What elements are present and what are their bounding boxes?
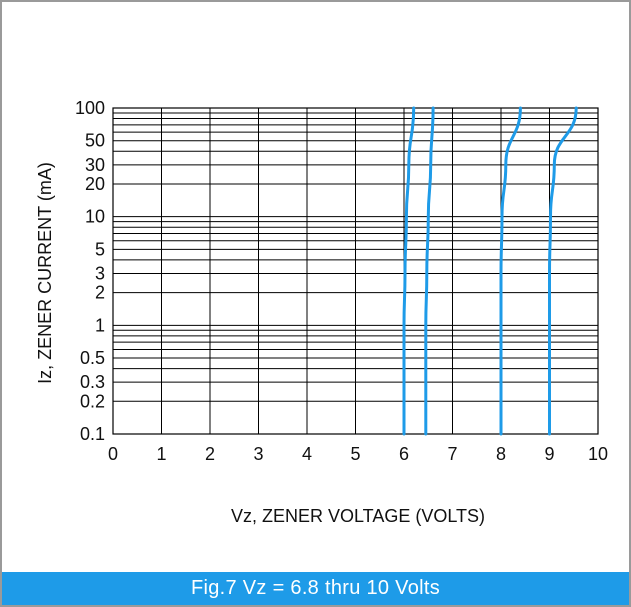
x-tick-label: 4 <box>302 444 312 464</box>
y-tick-label: 0.5 <box>80 348 105 368</box>
x-tick-label: 8 <box>496 444 506 464</box>
x-tick-label: 0 <box>108 444 118 464</box>
x-tick-label: 6 <box>399 444 409 464</box>
x-tick-label: 5 <box>350 444 360 464</box>
y-axis-title: Iz, ZENER CURRENT (mA) <box>35 162 55 384</box>
series-line <box>424 106 435 436</box>
y-tick-label: 100 <box>75 98 105 118</box>
x-tick-label: 3 <box>253 444 263 464</box>
caption-bar: Fig.7 Vz = 6.8 thru 10 Volts <box>2 572 629 605</box>
y-tick-label: 3 <box>95 263 105 283</box>
series-line <box>402 106 416 436</box>
x-tick-label: 7 <box>447 444 457 464</box>
x-tick-label: 10 <box>588 444 608 464</box>
x-tick-label: 1 <box>156 444 166 464</box>
figure-caption: Fig.7 Vz = 6.8 thru 10 Volts <box>190 577 441 599</box>
series-line <box>499 106 522 436</box>
grid <box>112 107 599 435</box>
y-tick-label: 2 <box>95 283 105 303</box>
plot-border <box>112 107 599 435</box>
y-tick-label: 50 <box>85 131 105 151</box>
x-axis-ticks: 0 1 2 3 4 5 6 7 8 9 10 <box>108 444 608 464</box>
y-tick-label: 0.1 <box>80 424 105 444</box>
y-tick-label: 0.2 <box>80 391 105 411</box>
x-tick-label: 9 <box>544 444 554 464</box>
series-line <box>548 106 578 436</box>
x-axis-title: Vz, ZENER VOLTAGE (VOLTS) <box>231 506 485 526</box>
y-tick-label: 30 <box>85 155 105 175</box>
y-tick-label: 1 <box>95 315 105 335</box>
y-tick-label: 0.3 <box>80 372 105 392</box>
y-tick-label: 5 <box>95 239 105 259</box>
y-tick-label: 10 <box>85 207 105 227</box>
x-tick-label: 2 <box>205 444 215 464</box>
y-tick-label: 20 <box>85 174 105 194</box>
series-layer <box>402 106 578 436</box>
